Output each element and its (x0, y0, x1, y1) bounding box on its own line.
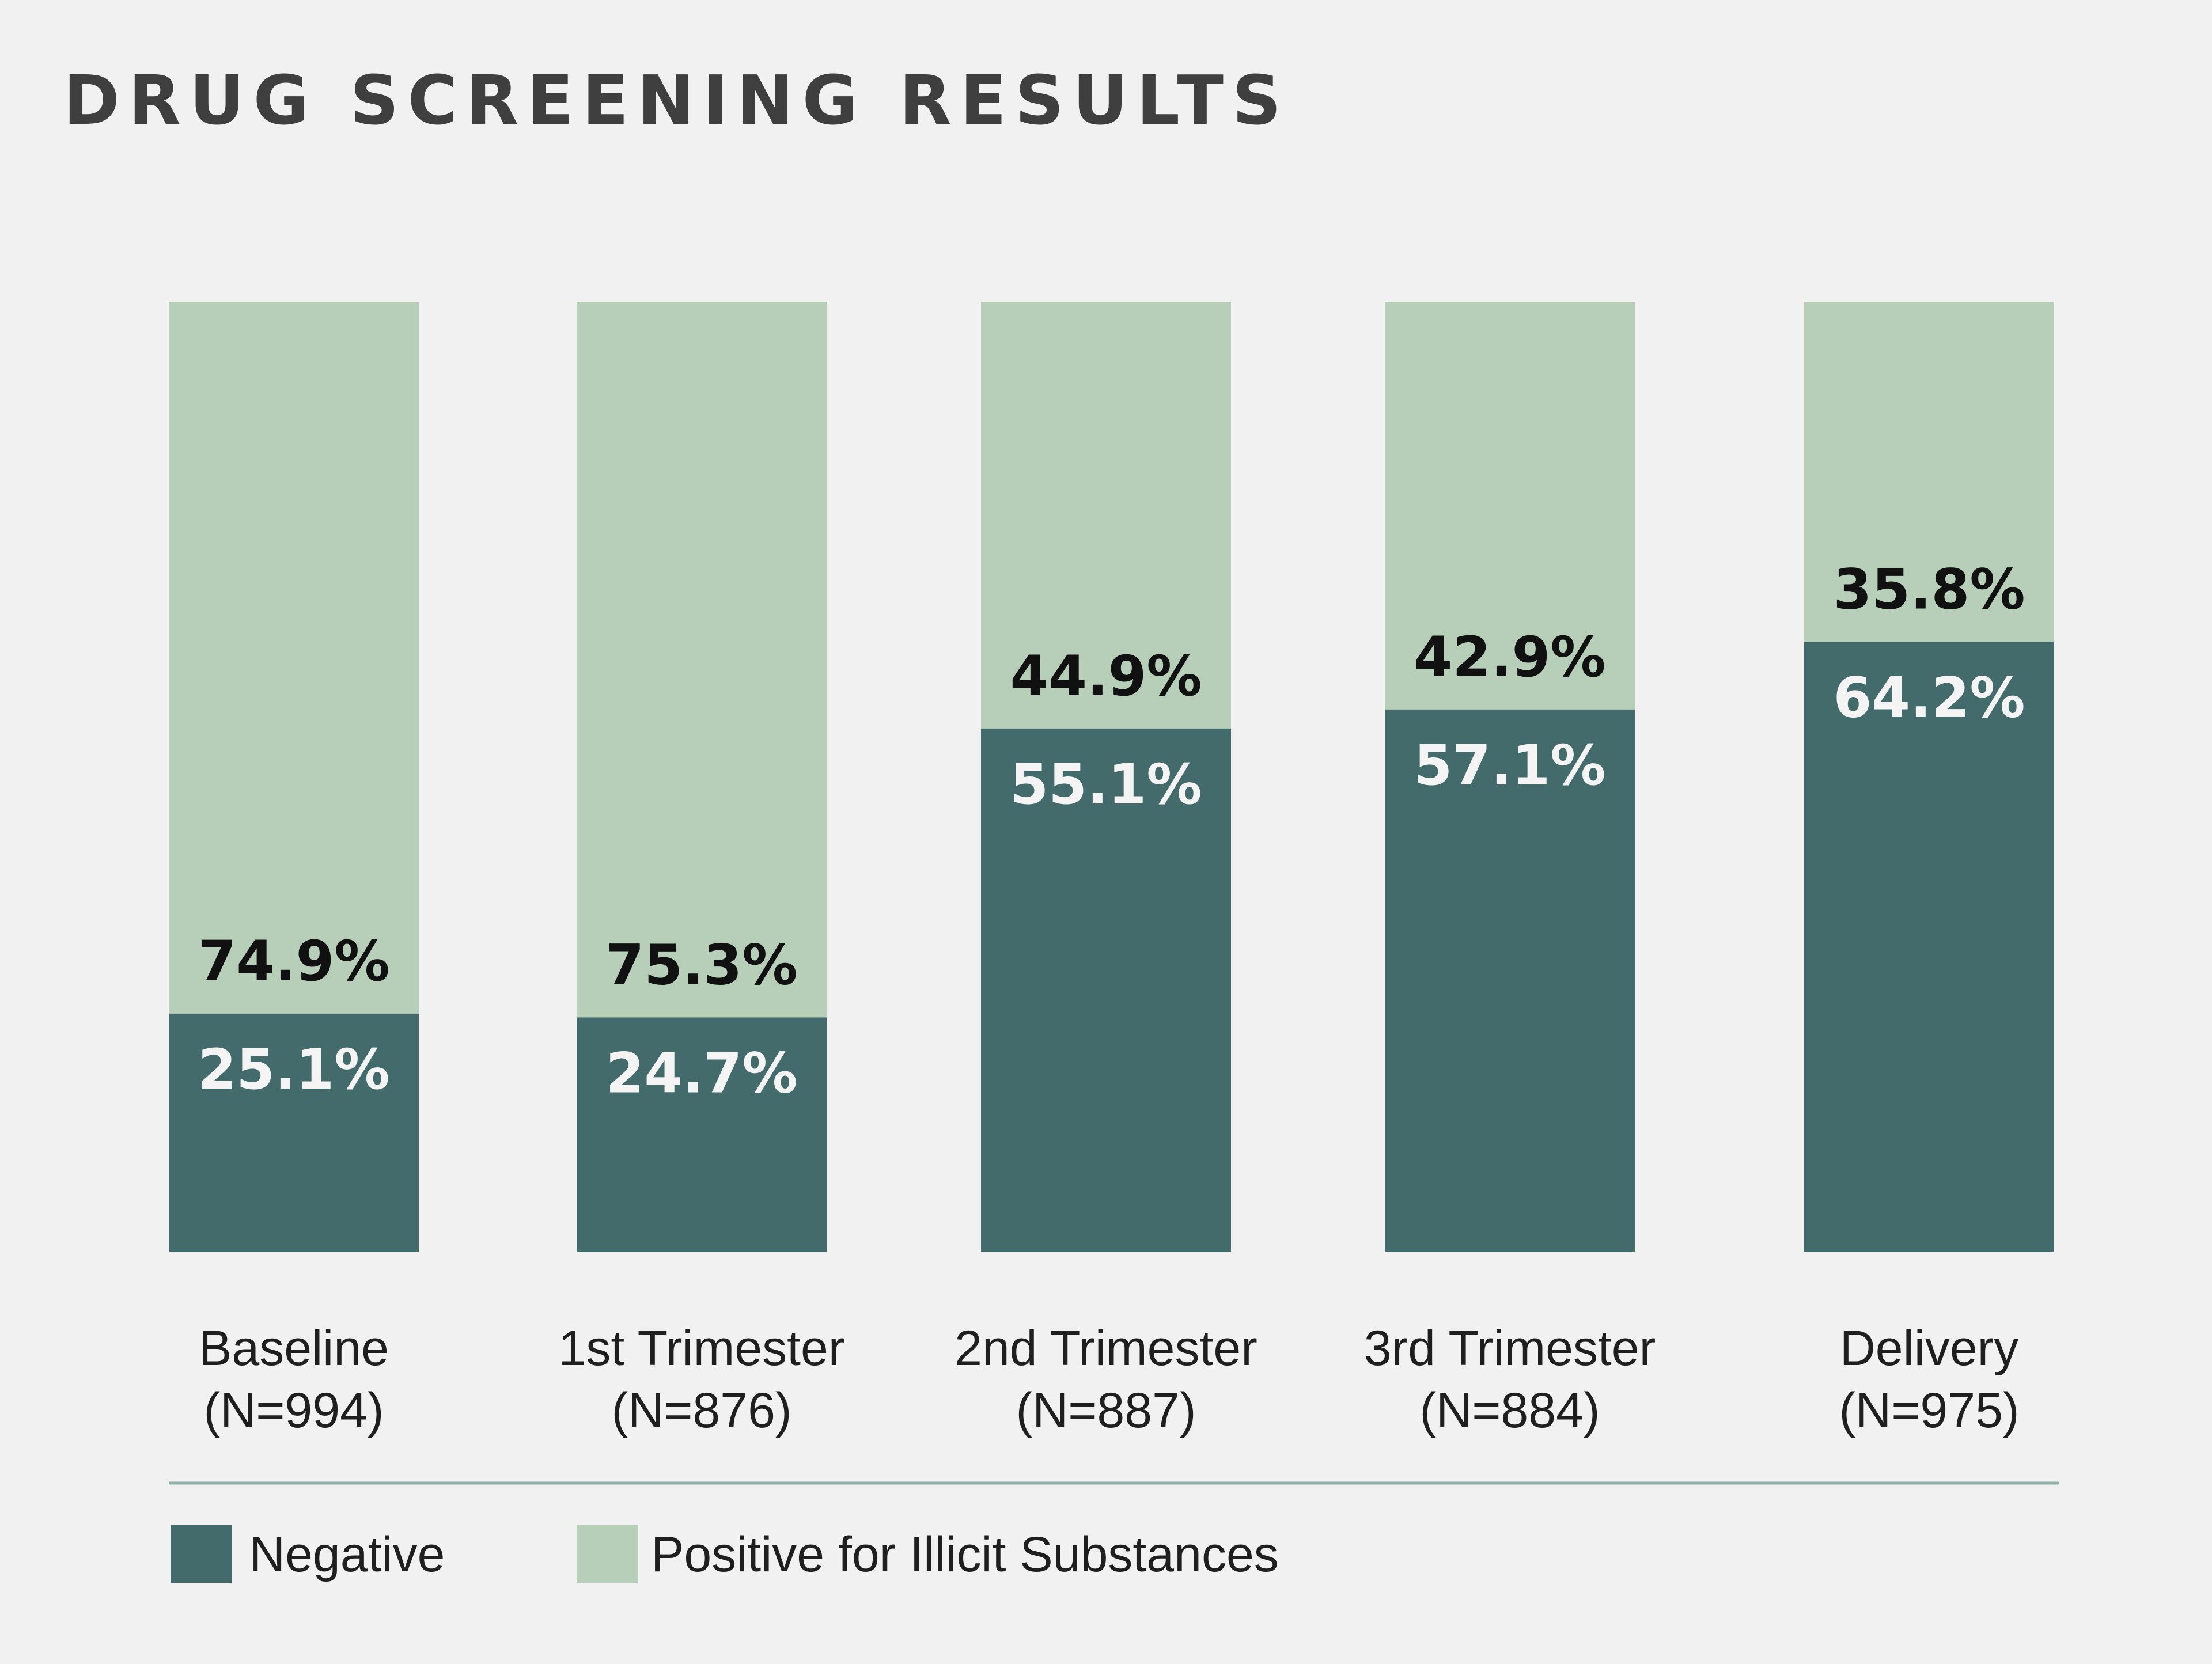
bar-negative-2[interactable] (981, 728, 1231, 1252)
value-label-negative-0: 25.1% (198, 1037, 389, 1102)
sample-size-label-2: (N=887) (1016, 1383, 1196, 1438)
category-label-3: 3rd Trimester (1364, 1321, 1656, 1376)
bar-negative-1[interactable] (577, 1017, 827, 1252)
value-label-negative-1: 24.7% (605, 1041, 797, 1105)
value-label-positive-2: 44.9% (1010, 644, 1202, 708)
value-label-negative-3: 57.1% (1414, 733, 1605, 798)
sample-size-label-1: (N=876) (611, 1383, 791, 1438)
bar-positive-2[interactable] (981, 302, 1231, 729)
bar-positive-3[interactable] (1385, 302, 1635, 710)
bar-positive-0[interactable] (169, 302, 419, 1014)
bar-negative-3[interactable] (1385, 709, 1635, 1252)
sample-size-label-3: (N=884) (1419, 1383, 1600, 1438)
category-label-2: 2nd Trimester (955, 1321, 1257, 1376)
sample-size-label-4: (N=975) (1839, 1383, 2019, 1438)
legend-label-positive: Positive for Illicit Substances (651, 1527, 1279, 1582)
bar-negative-4[interactable] (1804, 642, 2054, 1252)
legend-swatch-positive (577, 1525, 638, 1583)
bar-positive-4[interactable] (1804, 302, 2054, 642)
category-label-0: Baseline (199, 1321, 389, 1376)
legend-swatch-negative (171, 1525, 232, 1583)
value-label-positive-0: 74.9% (198, 929, 389, 994)
category-label-4: Delivery (1840, 1321, 2019, 1376)
sample-size-label-0: (N=994) (203, 1383, 384, 1438)
bar-positive-1[interactable] (577, 302, 827, 1018)
value-label-positive-1: 75.3% (605, 933, 797, 997)
chart-title: DRUG SCREENING RESULTS (63, 60, 1290, 140)
value-label-positive-4: 35.8% (1833, 558, 2025, 622)
category-label-1: 1st Trimester (559, 1321, 845, 1376)
value-label-negative-4: 64.2% (1833, 666, 2025, 730)
legend-label-negative: Negative (249, 1527, 445, 1582)
bar-negative-0[interactable] (169, 1013, 419, 1252)
value-label-positive-3: 42.9% (1414, 625, 1605, 689)
value-label-negative-2: 55.1% (1010, 752, 1202, 817)
